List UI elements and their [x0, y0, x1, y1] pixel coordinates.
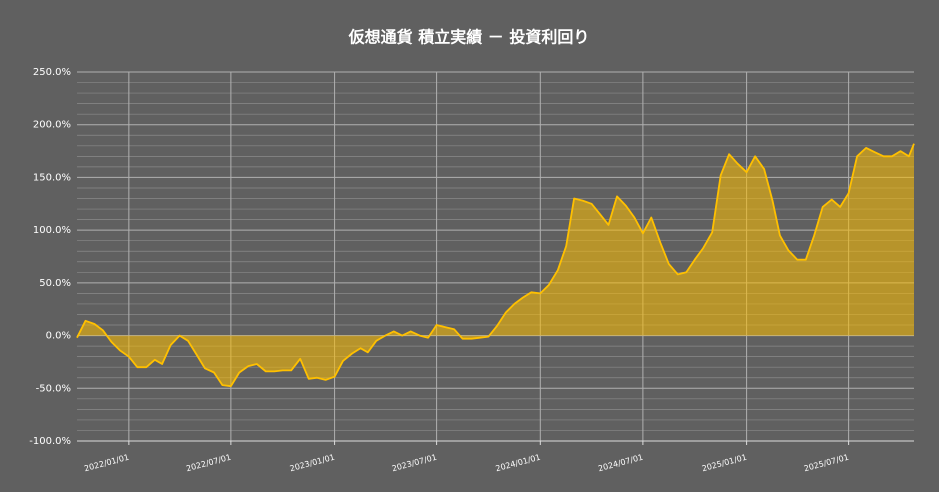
y-tick-label: -50.0% [36, 383, 71, 394]
y-tick-label: 100.0% [33, 225, 71, 236]
chart-title: 仮想通貨 積立実績 － 投資利回り [348, 28, 590, 47]
y-tick-label: 50.0% [39, 278, 71, 289]
line [76, 143, 915, 388]
y-tick-label: 150.0% [33, 172, 71, 183]
area [77, 143, 914, 387]
y-tick-label: 0.0% [46, 331, 71, 342]
y-tick-label: -100.0% [29, 436, 71, 447]
y-tick-label: 200.0% [33, 120, 71, 131]
y-tick-label: 250.0% [33, 67, 71, 78]
